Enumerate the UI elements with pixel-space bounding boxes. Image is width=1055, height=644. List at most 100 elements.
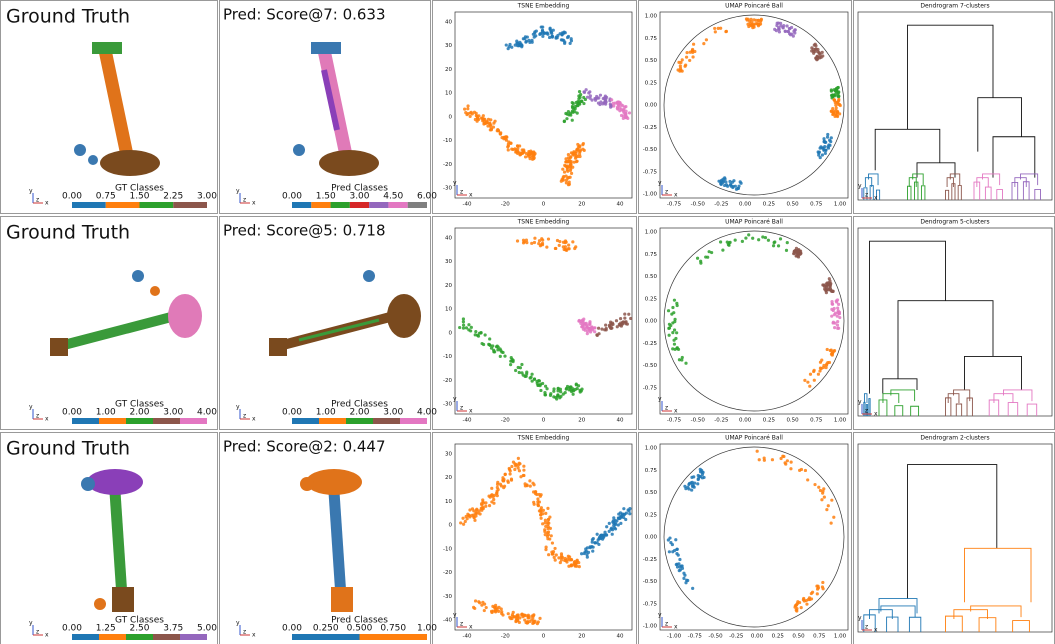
colorbar-segment [388, 202, 408, 208]
render-shape [132, 270, 144, 282]
x-tick-label: -20 [501, 634, 510, 640]
point [541, 34, 545, 38]
point [541, 238, 545, 242]
dendrogram-link [996, 189, 1003, 200]
y-tick-label: 0 [449, 523, 453, 529]
point [544, 547, 548, 552]
point [484, 120, 488, 125]
render-shape [98, 48, 135, 162]
point [481, 505, 485, 509]
point [809, 597, 814, 601]
plot-title: UMAP Poincaré Ball [725, 219, 783, 226]
point [508, 472, 512, 476]
point [537, 239, 542, 243]
point [516, 618, 520, 623]
x-tick-label: -0.75 [667, 418, 682, 424]
panel-border [219, 0, 431, 214]
y-tick-label: 0.75 [645, 252, 658, 258]
point [511, 610, 515, 614]
point [836, 319, 840, 324]
point [461, 320, 465, 324]
point [482, 602, 487, 606]
point [545, 387, 549, 391]
colorbar-segment [349, 202, 370, 208]
colorbar-segment [373, 418, 400, 424]
point [822, 284, 827, 288]
point [563, 391, 567, 395]
point [533, 491, 538, 496]
point [756, 22, 760, 26]
point [541, 381, 545, 386]
colorbar-segment [400, 418, 427, 424]
colorbar-segment [153, 418, 180, 424]
point [573, 387, 577, 392]
point [818, 360, 823, 364]
point [818, 155, 822, 160]
point [683, 573, 687, 577]
plot-frame [454, 227, 633, 415]
point [577, 97, 581, 101]
point [629, 316, 633, 321]
point [544, 384, 548, 388]
point [468, 114, 472, 119]
point [815, 56, 819, 60]
point [561, 177, 565, 181]
point [516, 613, 520, 617]
point [830, 302, 834, 306]
point [688, 58, 692, 63]
point [815, 592, 819, 596]
dendrogram-link [977, 97, 1022, 152]
dendrogram-link [1026, 403, 1038, 416]
point [713, 30, 717, 34]
point [476, 334, 481, 338]
point [513, 43, 517, 47]
gt-title: Ground Truth [6, 222, 130, 244]
triad-label: y [858, 615, 862, 622]
point [818, 488, 823, 493]
point [475, 507, 479, 511]
point [506, 148, 510, 152]
point [621, 104, 625, 108]
y-tick-label: -20 [443, 570, 452, 576]
point [537, 379, 542, 383]
point [680, 564, 684, 568]
point [835, 323, 840, 327]
point [624, 320, 628, 324]
point [523, 37, 527, 41]
y-tick-label: 40 [445, 20, 452, 26]
render-shape [100, 150, 160, 176]
triad-label: z [36, 629, 39, 636]
point [596, 101, 601, 105]
point [826, 504, 830, 508]
point [674, 336, 678, 341]
point [480, 341, 484, 346]
point [808, 372, 813, 376]
y-tick-label: 0 [449, 330, 453, 336]
dendrogram-link [894, 405, 904, 416]
colorbar-tick: 1.25 [96, 624, 116, 634]
point [524, 238, 529, 242]
triad-label: y [658, 612, 662, 619]
point [551, 28, 555, 32]
point [818, 146, 822, 150]
point [698, 474, 702, 479]
render-shape [109, 491, 128, 598]
point [609, 104, 613, 108]
y-tick-label: 20 [445, 475, 452, 481]
point [744, 236, 748, 240]
render-shape [298, 318, 380, 342]
render-shape [331, 587, 353, 612]
point [544, 545, 548, 549]
triad-label: z [865, 192, 868, 199]
point [691, 586, 695, 590]
point [518, 152, 523, 157]
point [783, 461, 787, 465]
point [803, 378, 807, 382]
y-tick-label: 0.00 [645, 103, 658, 109]
point [544, 524, 548, 529]
point [581, 141, 585, 146]
y-tick-label: 20 [445, 67, 452, 73]
point [472, 515, 476, 519]
y-tick-label: 30 [445, 43, 452, 49]
triad-label: x [674, 192, 678, 199]
